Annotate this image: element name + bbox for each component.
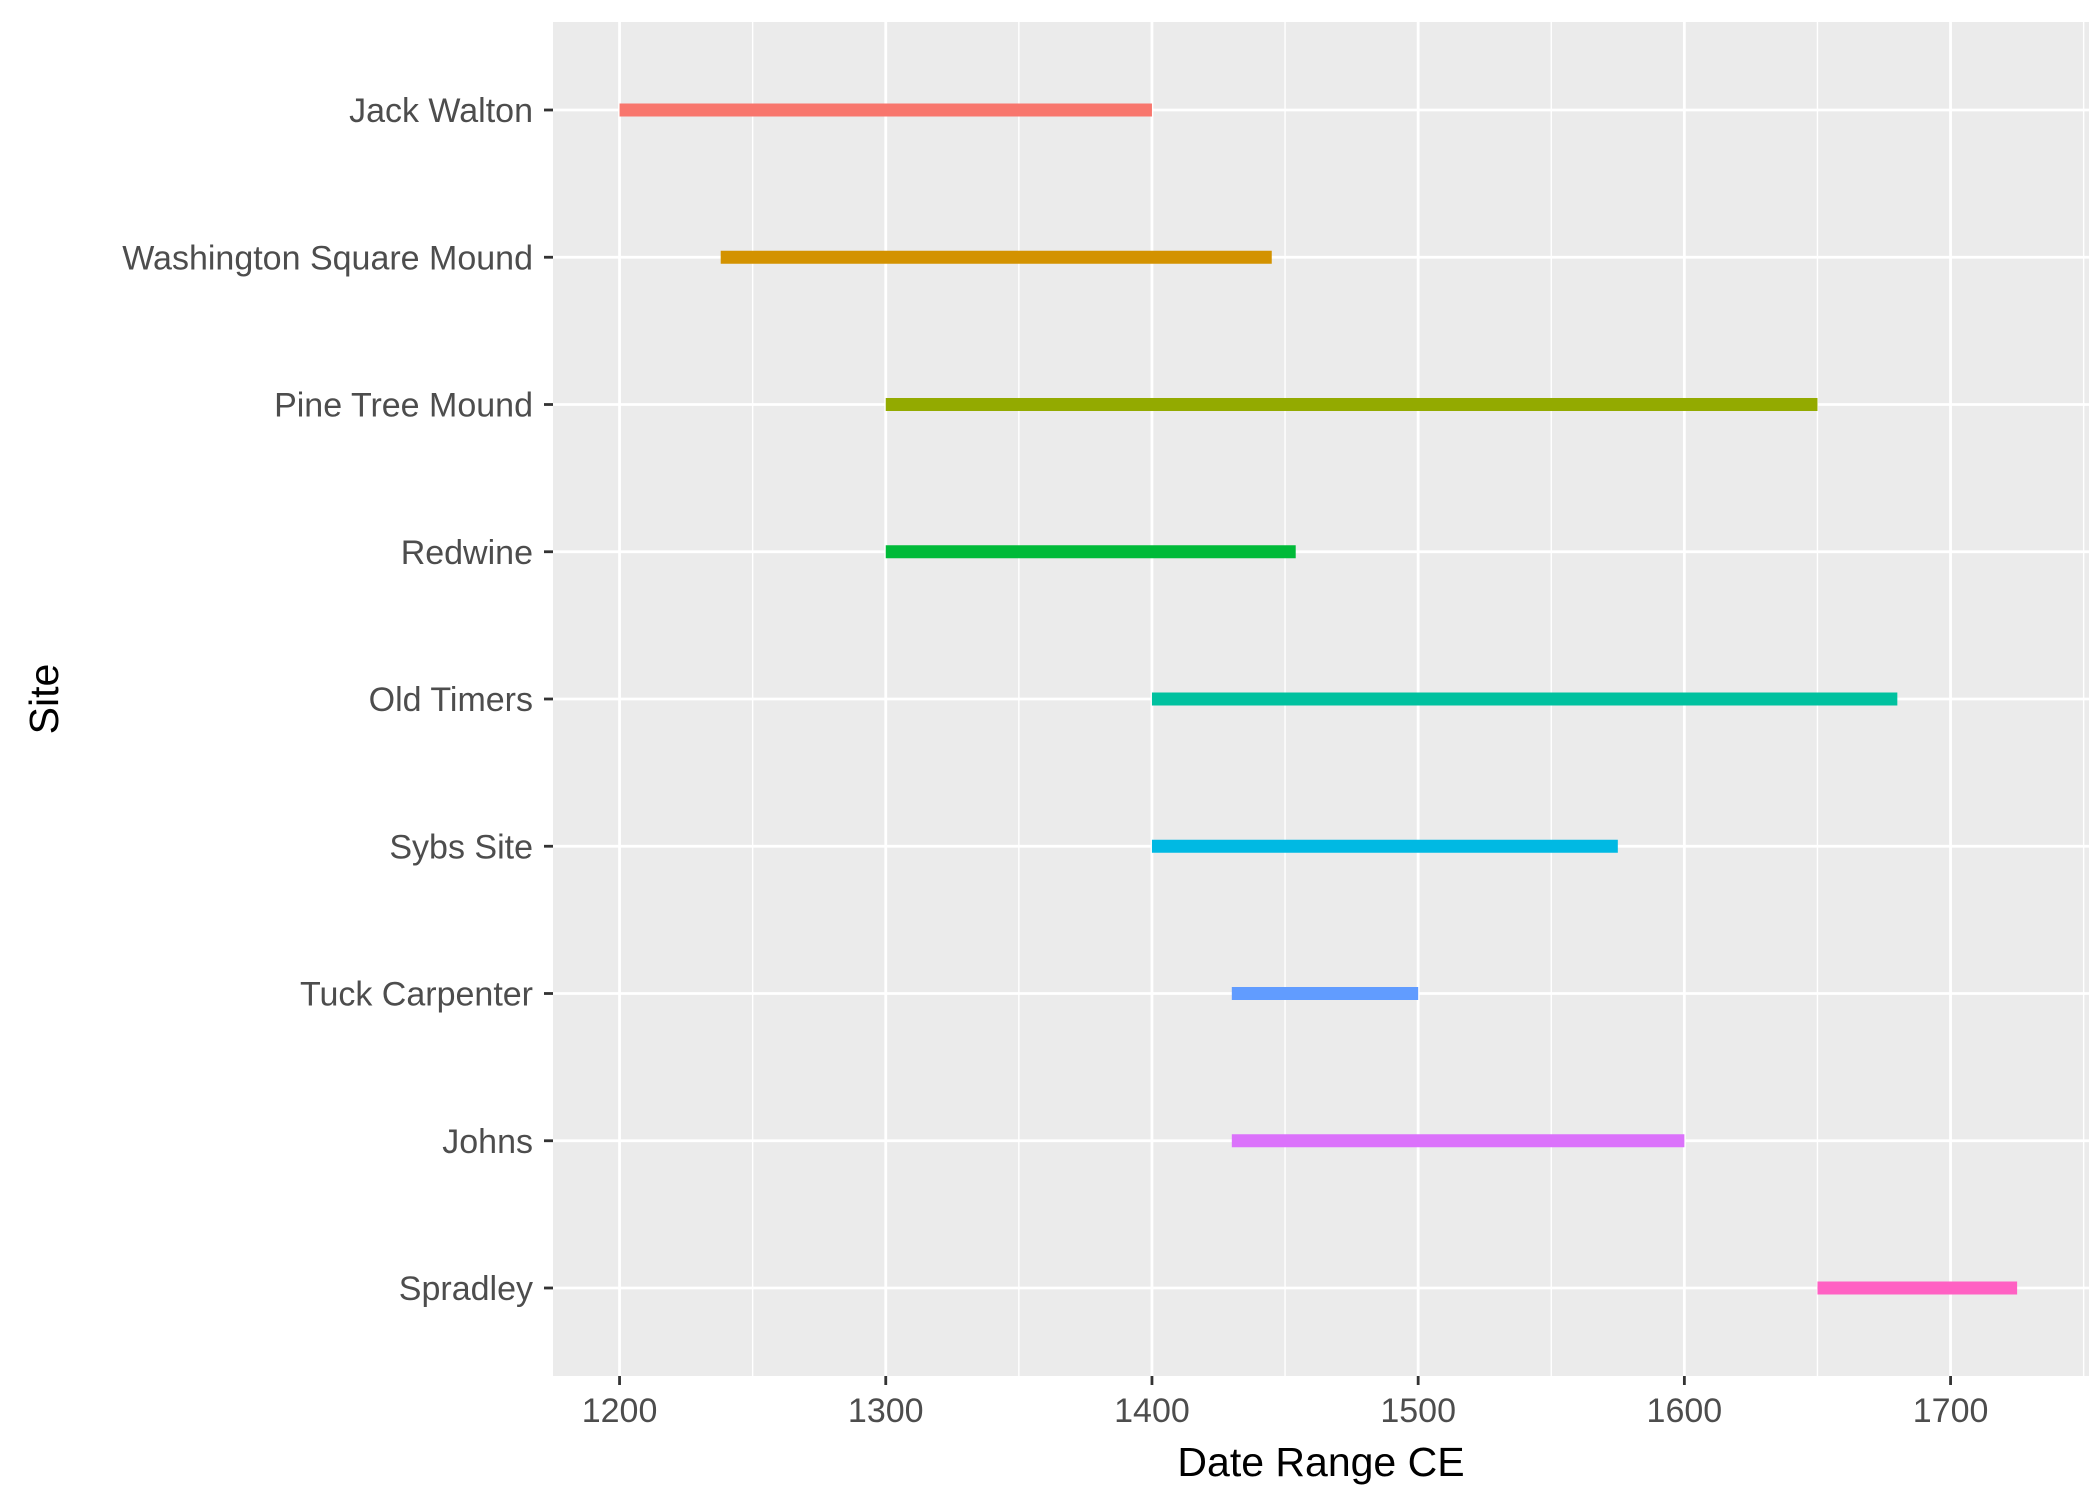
y-tick-label: Sybs Site — [389, 828, 533, 866]
y-tick-label: Johns — [442, 1123, 533, 1161]
y-tick-label: Tuck Carpenter — [300, 976, 533, 1014]
x-tick-label: 1700 — [1913, 1392, 1989, 1430]
x-axis: 1200 1300 1400 1500 1600 1700 — [582, 1376, 1989, 1430]
y-tick-label: Old Timers — [369, 681, 533, 719]
y-tick-label: Redwine — [401, 534, 533, 572]
y-tick-label: Spradley — [399, 1270, 533, 1308]
x-tick-label: 1400 — [1114, 1392, 1190, 1430]
x-tick-label: 1200 — [582, 1392, 658, 1430]
x-tick-label: 1600 — [1647, 1392, 1723, 1430]
y-axis-title: Site — [21, 664, 67, 735]
y-tick-label: Washington Square Mound — [122, 239, 533, 277]
x-tick-label: 1500 — [1380, 1392, 1456, 1430]
x-axis-title: Date Range CE — [1177, 1439, 1464, 1485]
y-tick-label: Pine Tree Mound — [274, 387, 533, 425]
range-bars — [619, 103, 2018, 1295]
y-tick-label: Jack Walton — [349, 92, 533, 130]
x-tick-label: 1300 — [848, 1392, 924, 1430]
y-axis: Jack Walton Washington Square Mound Pine T… — [122, 92, 553, 1308]
